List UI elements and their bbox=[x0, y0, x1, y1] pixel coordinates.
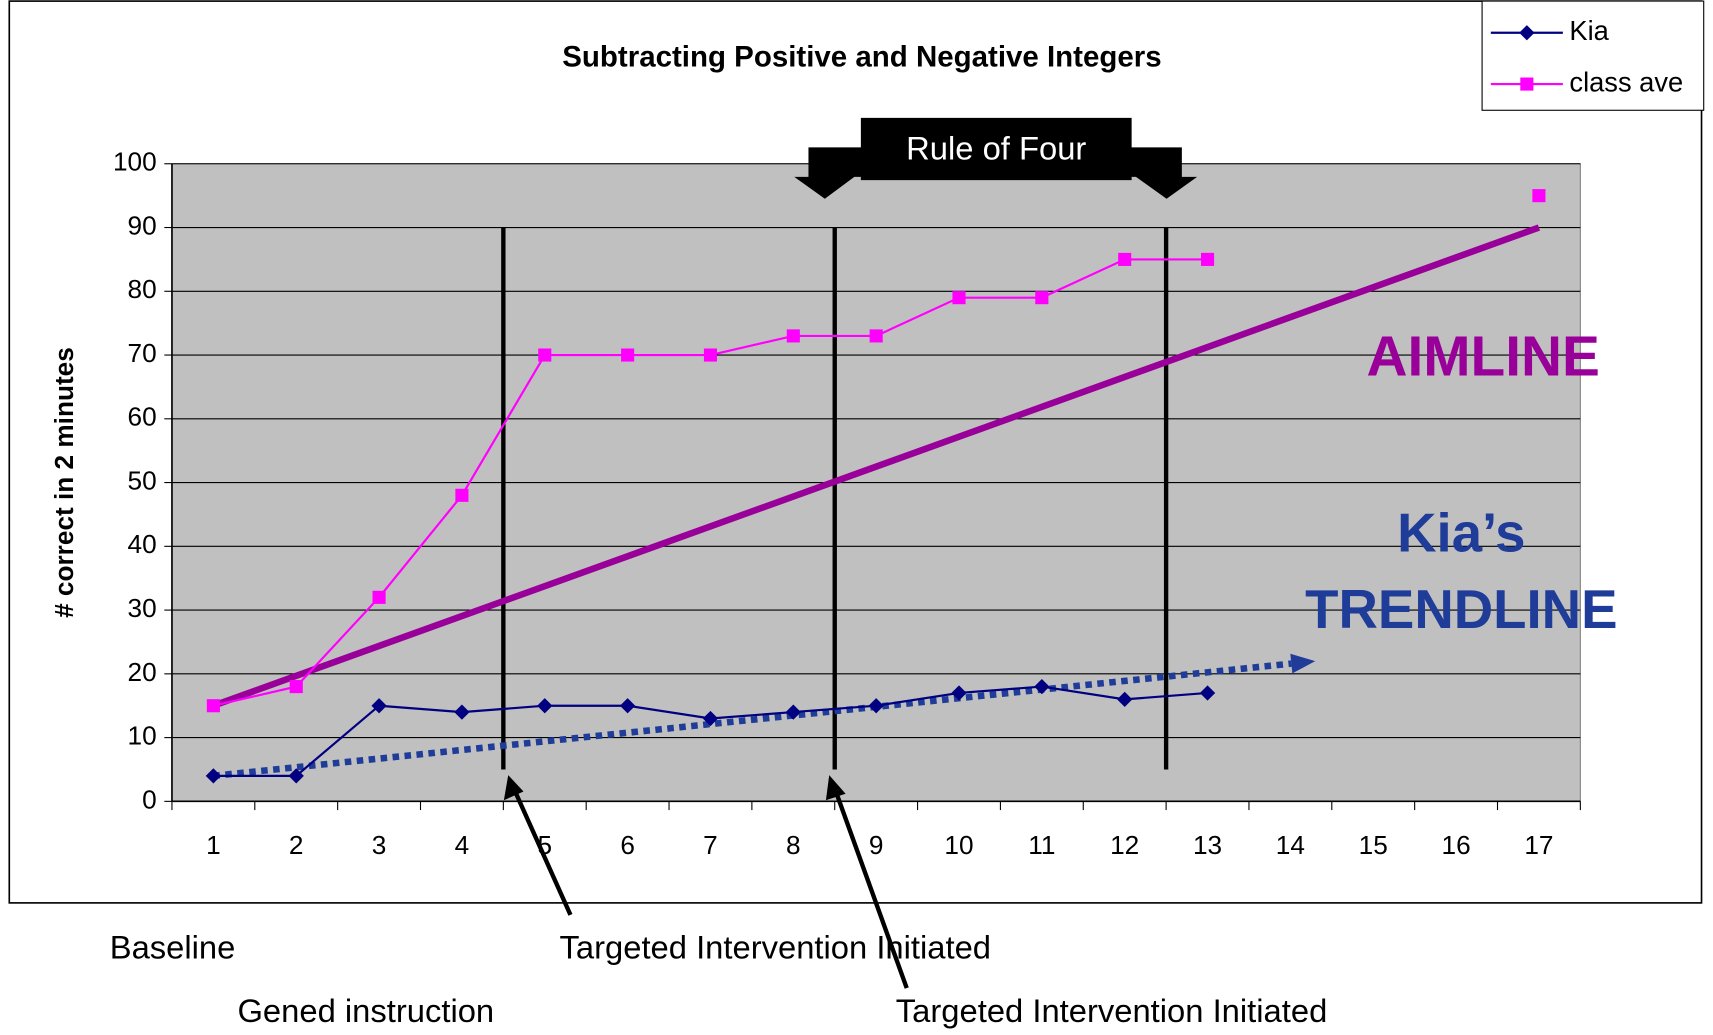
marker bbox=[372, 590, 386, 604]
aimline bbox=[212, 224, 1541, 709]
x-tick-label: 11 bbox=[1028, 830, 1055, 860]
x-tick-label: 12 bbox=[1110, 830, 1139, 860]
marker bbox=[538, 348, 552, 362]
marker bbox=[1118, 252, 1132, 266]
trendline bbox=[213, 660, 1292, 780]
x-tick-label: 17 bbox=[1524, 830, 1553, 860]
note: Targeted Intervention Initiated bbox=[560, 928, 992, 965]
y-tick-label: 70 bbox=[128, 338, 157, 368]
legend-label: class ave bbox=[1569, 66, 1683, 97]
x-tick-label: 1 bbox=[206, 830, 221, 860]
legend-box bbox=[1481, 0, 1705, 111]
x-tick-label: 15 bbox=[1359, 830, 1388, 860]
marker bbox=[621, 348, 635, 362]
x-tick-label: 10 bbox=[944, 830, 973, 860]
marker bbox=[1532, 189, 1546, 203]
note: Gened instruction bbox=[237, 992, 494, 1029]
arrowhead bbox=[825, 775, 846, 801]
x-tick-label: 6 bbox=[620, 830, 635, 860]
y-tick-label: 90 bbox=[128, 210, 157, 240]
x-tick-label: 9 bbox=[869, 830, 884, 860]
x-tick-label: 16 bbox=[1442, 830, 1471, 860]
trendline-label: Kia’s bbox=[1397, 503, 1525, 564]
x-tick-label: 13 bbox=[1193, 830, 1222, 860]
y-tick-label: 60 bbox=[128, 402, 157, 432]
marker bbox=[371, 698, 387, 714]
chart-title: Subtracting Positive and Negative Intege… bbox=[562, 41, 1161, 74]
marker bbox=[786, 329, 800, 343]
marker bbox=[952, 291, 966, 305]
marker bbox=[869, 329, 883, 343]
y-tick-label: 10 bbox=[128, 721, 157, 751]
y-tick-label: 0 bbox=[142, 784, 157, 814]
marker bbox=[703, 348, 718, 362]
rule-of-four: Rule of Four bbox=[794, 117, 1198, 199]
y-axis-label: # correct in 2 minutes bbox=[49, 347, 79, 618]
legend-label: Kia bbox=[1569, 15, 1609, 46]
trendline-arrowhead bbox=[1290, 653, 1316, 674]
y-tick-label: 20 bbox=[128, 657, 157, 687]
arrowhead bbox=[503, 775, 524, 801]
marker bbox=[1035, 291, 1049, 305]
trendline-label: TRENDLINE bbox=[1305, 579, 1617, 640]
marker bbox=[1519, 25, 1535, 41]
rule-box bbox=[794, 117, 1198, 199]
marker bbox=[206, 699, 220, 713]
marker bbox=[289, 680, 303, 694]
x-tick-label: 8 bbox=[786, 830, 801, 860]
marker bbox=[455, 488, 469, 502]
legend: Kia class ave bbox=[1481, 0, 1705, 111]
y-tick-label: 80 bbox=[128, 274, 157, 304]
marker bbox=[1200, 252, 1215, 266]
x-tick-label: 7 bbox=[703, 830, 718, 860]
aimline-label: AIMLINE bbox=[1366, 325, 1599, 388]
y-tick-label: 40 bbox=[128, 529, 157, 559]
note-arrow bbox=[832, 787, 909, 989]
note-arrows bbox=[503, 775, 909, 989]
x-tick-label: 4 bbox=[455, 830, 470, 860]
note: Baseline bbox=[110, 928, 236, 965]
note-arrow bbox=[511, 787, 573, 916]
y-tick-label: 30 bbox=[128, 593, 157, 623]
marker bbox=[1520, 77, 1534, 91]
marker bbox=[951, 685, 967, 701]
x-tick-label: 5 bbox=[537, 830, 552, 860]
x-tick-label: 3 bbox=[372, 830, 387, 860]
x-tick-label: 2 bbox=[289, 830, 304, 860]
y-tick-label: 100 bbox=[113, 147, 157, 177]
note: Targeted Intervention Initiated bbox=[896, 992, 1328, 1029]
y-tick-label: 50 bbox=[128, 465, 157, 495]
x-tick-label: 14 bbox=[1276, 830, 1305, 860]
marker bbox=[537, 698, 553, 714]
rule-label: Rule of Four bbox=[906, 129, 1086, 166]
